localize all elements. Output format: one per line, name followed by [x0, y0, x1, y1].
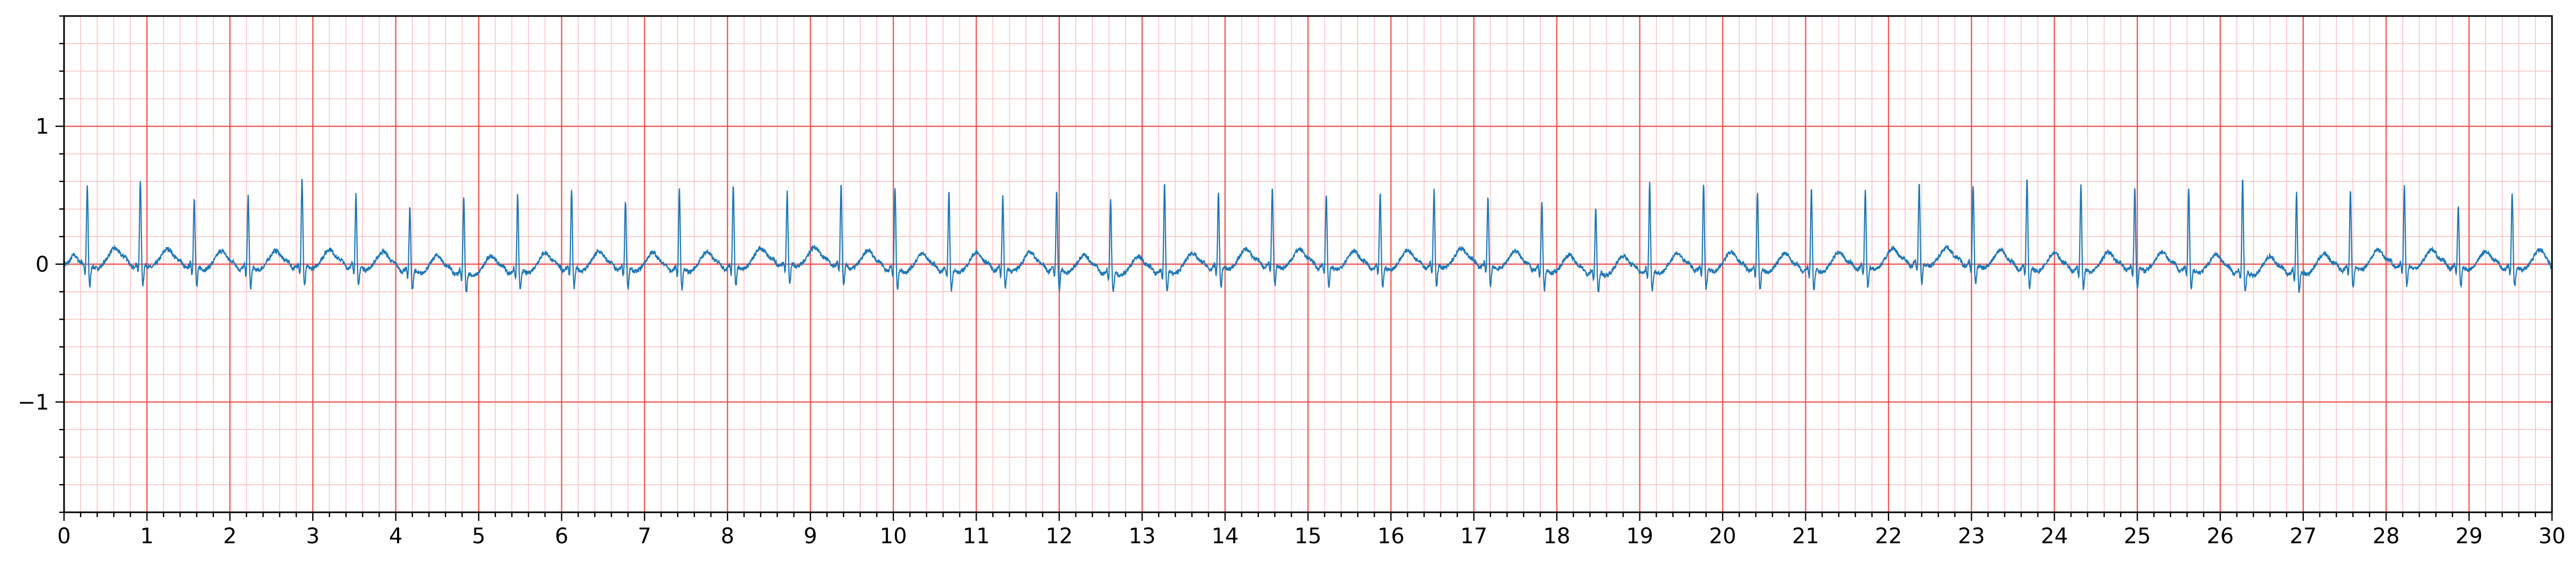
y-tick-label: 0 — [36, 252, 49, 277]
x-tick-label: 26 — [2207, 524, 2234, 549]
y-tick-label: −1 — [18, 390, 49, 415]
x-tick-label: 3 — [306, 524, 319, 549]
x-tick-label: 25 — [2124, 524, 2151, 549]
y-axis: −1 0 1 — [18, 15, 64, 513]
x-tick-label: 8 — [720, 524, 734, 549]
x-tick-label: 9 — [804, 524, 817, 549]
y-tick-label: 1 — [36, 115, 49, 139]
x-tick-label: 10 — [880, 524, 907, 549]
ecg-series-line — [63, 178, 2553, 293]
x-tick-label: 17 — [1460, 524, 1487, 549]
x-tick-label: 12 — [1045, 524, 1073, 549]
x-tick-label: 24 — [2041, 524, 2068, 549]
x-tick-label: 6 — [555, 524, 568, 549]
x-tick-label: 21 — [1792, 524, 1819, 549]
x-tick-label: 4 — [389, 524, 402, 549]
major-grid — [63, 16, 2553, 512]
x-tick-label: 30 — [2539, 524, 2566, 549]
x-tick-label: 28 — [2373, 524, 2400, 549]
x-tick-label: 18 — [1543, 524, 1571, 549]
x-tick-label: 2 — [223, 524, 236, 549]
x-tick-label: 1 — [140, 524, 154, 549]
x-tick-label: 16 — [1377, 524, 1405, 549]
x-axis: 0 1 2 3 4 5 6 7 8 9 10 11 12 13 14 15 16 17 18 19 20 21 22 23 24… — [57, 512, 2565, 549]
x-tick-label: 27 — [2289, 524, 2317, 549]
x-tick-label: 19 — [1626, 524, 1653, 549]
x-tick-label: 14 — [1211, 524, 1239, 549]
x-tick-label: 0 — [57, 524, 70, 549]
x-tick-label: 5 — [472, 524, 485, 549]
x-tick-label: 29 — [2455, 524, 2483, 549]
x-tick-label: 15 — [1295, 524, 1322, 549]
x-tick-label: 20 — [1709, 524, 1737, 549]
x-tick-label: 7 — [638, 524, 651, 549]
x-tick-label: 13 — [1129, 524, 1156, 549]
x-tick-label: 11 — [963, 524, 990, 549]
x-tick-label: 23 — [1958, 524, 1985, 549]
x-tick-label: 22 — [1875, 524, 1902, 549]
